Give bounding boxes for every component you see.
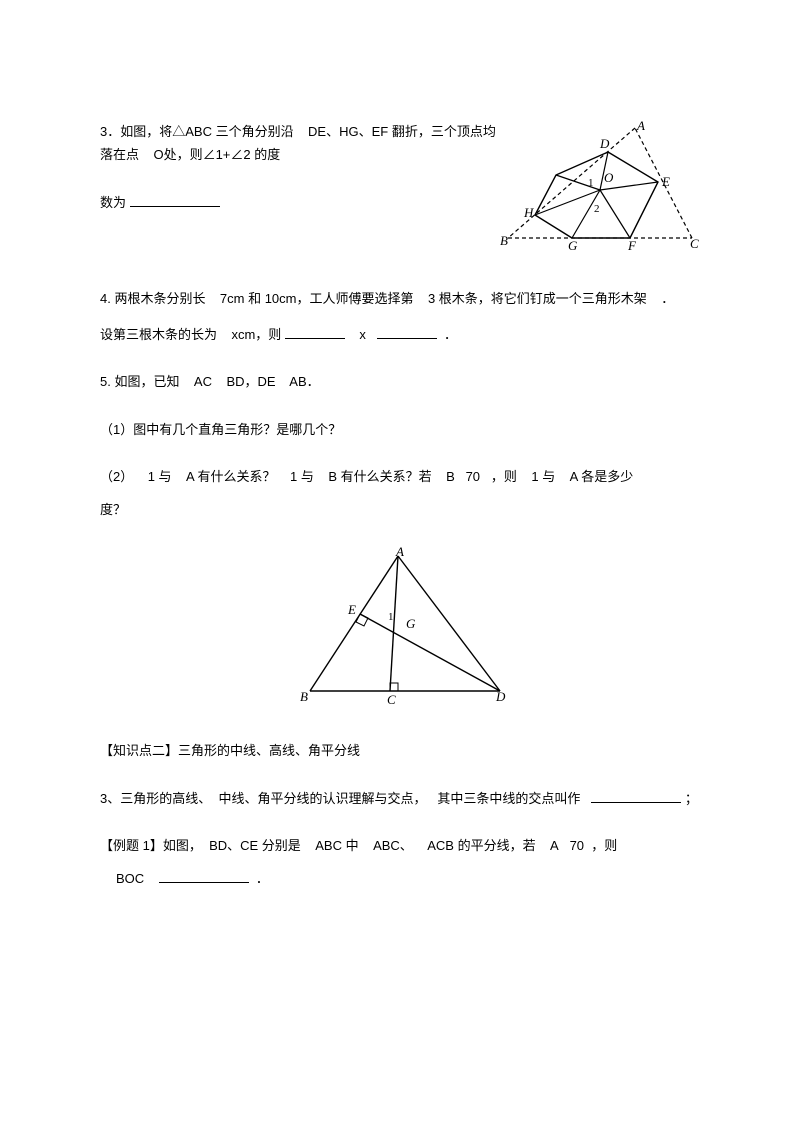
q3-text-2a: 数为	[100, 195, 126, 210]
ex1b: BD、CE 分别是	[209, 838, 301, 853]
q4-1b: 7cm 和 10cm，工人师傅要选择第	[220, 291, 414, 306]
kp2-3a: 3、三角形的高线、	[100, 791, 211, 806]
label-D: D	[599, 136, 610, 151]
label-O: O	[604, 170, 614, 185]
q5-1d: AB．	[289, 374, 319, 389]
question-3-text: 3．如图，将△ABC 三个角分别沿 DE、HG、EF 翻折，三个顶点均落在点 O…	[100, 120, 500, 214]
label-C5: C	[387, 692, 396, 706]
q5-s2j: A 各是多少	[570, 469, 634, 484]
ex1-2b: ．	[256, 871, 269, 886]
label-C: C	[690, 236, 699, 250]
q5-s2h: ，则	[491, 469, 517, 484]
q5-s2b: 1 与	[148, 469, 172, 484]
q5-s2e: B 有什么关系？若	[328, 469, 431, 484]
ex1c: ABC 中	[315, 838, 358, 853]
q5-1a: 5. 如图，已知	[100, 374, 179, 389]
q4-2b: xcm，则	[231, 327, 281, 342]
example-1: 【例题 1】如图， BD、CE 分别是 ABC 中 ABC、 ACB 的平分线，…	[100, 834, 700, 891]
label-1: 1	[588, 177, 594, 189]
label-E5: E	[347, 602, 356, 617]
q4-1c: 3 根木条，将它们钉成一个三角形木架	[428, 291, 647, 306]
label-1-5: 1	[388, 611, 394, 623]
label-A5: A	[395, 546, 404, 559]
ex1h: ，则	[591, 838, 617, 853]
q4-2d: ．	[444, 327, 457, 342]
question-5-intro: 5. 如图，已知 AC BD，DE AB．	[100, 370, 700, 393]
knowledge-point-2-title: 【知识点二】三角形的中线、高线、角平分线	[100, 739, 700, 762]
q5-s2d: 1 与	[290, 469, 314, 484]
kp2: 【知识点二】三角形的中线、高线、角平分线	[100, 743, 360, 758]
label-B: B	[500, 233, 508, 248]
label-2: 2	[594, 203, 600, 215]
q4-blank1	[285, 325, 345, 339]
q5-s2f: B	[446, 469, 455, 484]
question-4: 4. 两根木条分别长 7cm 和 10cm，工人师傅要选择第 3 根木条，将它们…	[100, 287, 700, 346]
q4-2c: x	[359, 327, 366, 342]
label-D5: D	[495, 689, 506, 704]
ex1e: ACB 的平分线，若	[427, 838, 535, 853]
ex1-blank	[159, 869, 249, 883]
kp2-blank	[591, 789, 681, 803]
ex1g: 70	[570, 838, 584, 853]
q5-s2i: 1 与	[531, 469, 555, 484]
label-G5: G	[406, 616, 416, 631]
q4-1a: 4. 两根木条分别长	[100, 291, 205, 306]
label-E: E	[661, 174, 670, 189]
question-3-figure: A B C D E F G H O 1 2	[500, 120, 700, 257]
ex1a: 【例题 1】如图，	[100, 838, 202, 853]
label-A: A	[636, 120, 645, 133]
label-G: G	[568, 238, 578, 250]
q5-s2g: 70	[466, 469, 480, 484]
ex1d: ABC、	[373, 838, 413, 853]
ex1f: A	[550, 838, 559, 853]
q5-s2k: 度？	[100, 502, 126, 517]
kp2-3c: 其中三条中线的交点叫作	[437, 791, 580, 806]
label-F: F	[627, 238, 637, 250]
q5-sub1: （1）图中有几个直角三角形？是哪几个？	[100, 422, 341, 437]
q4-1d: ．	[661, 291, 674, 306]
kp2-3d: ；	[685, 791, 698, 806]
label-B5: B	[300, 689, 308, 704]
kp2-3b: 中线、角平分线的认识理解与交点，	[218, 791, 426, 806]
question-5-sub1: （1）图中有几个直角三角形？是哪几个？	[100, 418, 700, 441]
label-H: H	[523, 205, 534, 220]
q4-2a: 设第三根木条的长为	[100, 327, 217, 342]
q5-1b: AC	[194, 374, 212, 389]
knowledge-point-2-item3: 3、三角形的高线、 中线、角平分线的认识理解与交点， 其中三条中线的交点叫作 ；	[100, 787, 700, 810]
q3-blank	[130, 193, 220, 207]
q5-s2c: A 有什么关系？	[186, 469, 276, 484]
q3-text-1c: O处，则∠1+∠2 的度	[153, 147, 280, 162]
question-5-figure: A B C D E G 1	[100, 546, 700, 713]
ex1-2a: BOC	[116, 871, 144, 886]
question-3: 3．如图，将△ABC 三个角分别沿 DE、HG、EF 翻折，三个顶点均落在点 O…	[100, 120, 700, 257]
q5-s2a: （2）	[100, 469, 133, 484]
q4-blank2	[377, 325, 437, 339]
q5-1c: BD，DE	[226, 374, 275, 389]
question-5-sub2: （2） 1 与 A 有什么关系？ 1 与 B 有什么关系？若 B 70 ，则 1…	[100, 465, 700, 522]
q3-text-1a: 3．如图，将△ABC 三个角分别沿	[100, 124, 294, 139]
